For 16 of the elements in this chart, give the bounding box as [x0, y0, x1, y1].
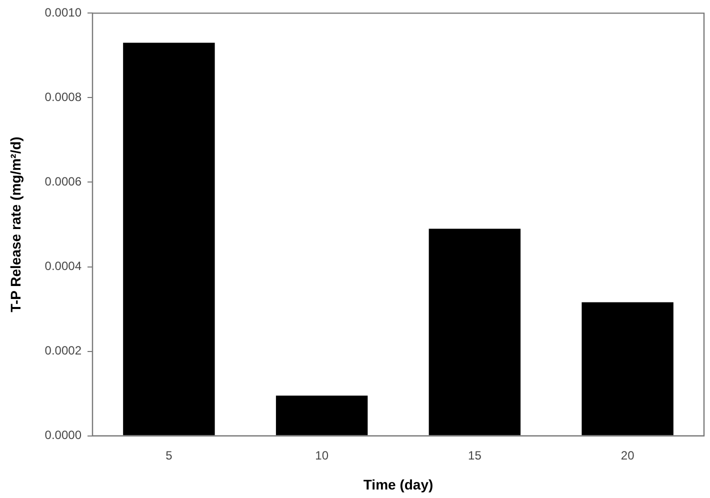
x-tick-label: 10: [315, 448, 329, 462]
bar: [123, 42, 215, 436]
x-axis-title: Time (day): [363, 476, 434, 492]
x-tick-label: 5: [166, 448, 173, 462]
y-tick-label: 0.0004: [44, 259, 82, 274]
x-tick-label: 20: [620, 448, 635, 462]
y-tick-label: 0.0000: [44, 428, 82, 442]
y-tick-label: 0.0008: [44, 90, 82, 104]
y-tick-label: 0.0010: [44, 6, 82, 20]
y-axis-title: T-P Release rate (mg/m²/d): [7, 136, 24, 312]
x-tick-label: 15: [468, 448, 482, 462]
bar: [276, 396, 368, 436]
bar: [428, 228, 521, 436]
y-tick-label: 0.0006: [44, 174, 82, 189]
y-tick-label: 0.0002: [44, 344, 82, 358]
bar: [582, 302, 674, 436]
